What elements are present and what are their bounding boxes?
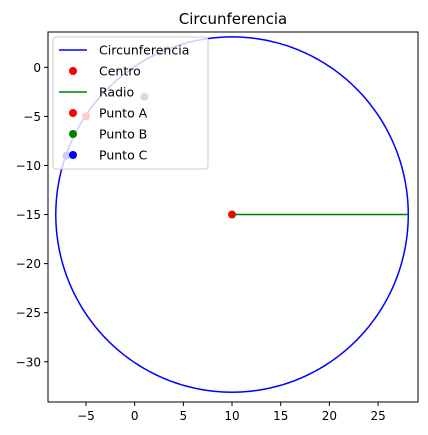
y-tick-label: −20 xyxy=(16,257,41,271)
x-tick-label: 10 xyxy=(224,409,239,423)
legend-label-punto-c: Punto C xyxy=(99,148,148,163)
legend-label-punto-a: Punto A xyxy=(99,106,148,121)
legend-swatch-centro xyxy=(69,67,77,75)
legend-swatch-punto-c xyxy=(69,151,77,159)
y-tick-label: −25 xyxy=(16,306,41,320)
chart-title: Circunferencia xyxy=(179,10,287,28)
x-tick-label: 20 xyxy=(322,409,337,423)
legend-box xyxy=(52,36,209,170)
x-tick-label: −5 xyxy=(77,409,95,423)
x-tick-label: 5 xyxy=(180,409,188,423)
y-tick-label: −10 xyxy=(16,159,41,173)
legend-label-punto-b: Punto B xyxy=(99,127,147,142)
legend: Circunferencia Centro Radio Punto A Punto B P… xyxy=(52,36,209,170)
y-tick-label: −5 xyxy=(23,110,41,124)
x-tick-label: 25 xyxy=(370,409,385,423)
x-tick-label: 15 xyxy=(273,409,288,423)
x-tick-label: 0 xyxy=(131,409,139,423)
y-tick-label: 0 xyxy=(33,61,41,75)
legend-label-radio: Radio xyxy=(99,85,134,100)
legend-swatch-punto-a xyxy=(69,109,77,117)
plot-frame xyxy=(47,31,419,403)
legend-swatch-punto-b xyxy=(69,130,77,138)
legend-label-centro: Centro xyxy=(99,64,141,79)
y-tick-label: −15 xyxy=(16,208,41,222)
series-circunferencia xyxy=(55,36,410,393)
y-tick-label: −30 xyxy=(16,355,41,369)
legend-label-circunferencia: Circunferencia xyxy=(99,43,189,58)
